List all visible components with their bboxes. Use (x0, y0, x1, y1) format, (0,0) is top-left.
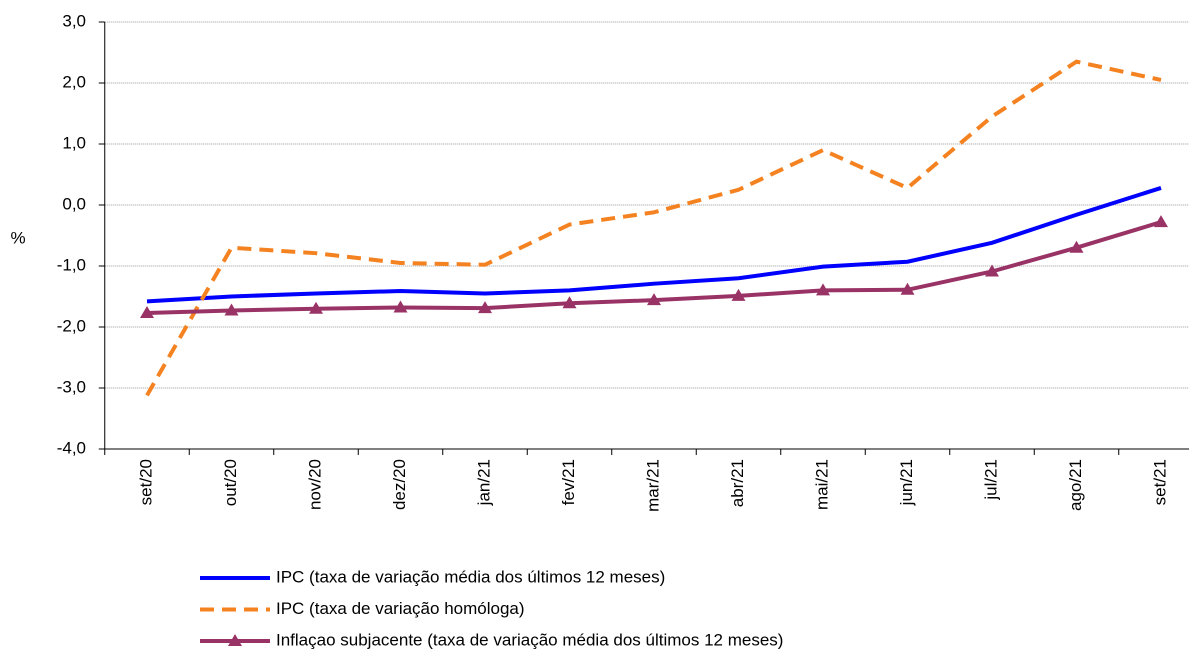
x-tick-label: jan/21 (474, 459, 493, 506)
x-tick-label: mar/21 (643, 459, 662, 512)
x-tick-label: jun/21 (897, 459, 916, 506)
y-tick-label: -2,0 (57, 316, 86, 335)
marker (985, 264, 999, 277)
x-tick-label: fev/21 (559, 459, 578, 505)
y-axis-label: % (10, 228, 25, 247)
y-tick-label: -1,0 (57, 255, 86, 274)
y-tick-label: 2,0 (62, 72, 86, 91)
marker (393, 300, 408, 313)
legend-label: IPC (taxa de variação média dos últimos … (276, 567, 665, 586)
x-tick-label: set/21 (1150, 459, 1169, 505)
y-tick-label: 0,0 (62, 194, 86, 213)
x-tick-label: set/20 (136, 459, 155, 505)
marker (562, 296, 577, 309)
y-tick-label: -3,0 (57, 377, 86, 396)
x-tick-label: abr/21 (728, 459, 747, 507)
marker (140, 305, 154, 318)
series-line (145, 59, 1162, 397)
x-tick-label: out/20 (221, 459, 240, 506)
y-tick-label: 3,0 (62, 11, 86, 30)
marker (816, 283, 830, 296)
x-tick-label: mai/21 (812, 459, 831, 510)
x-tick-label: nov/20 (305, 459, 324, 510)
legend-label: IPC (taxa de variação homóloga) (276, 599, 525, 618)
x-tick-label: jul/21 (981, 459, 1000, 501)
x-tick-label: ago/21 (1066, 459, 1085, 511)
y-tick-label: -4,0 (57, 438, 86, 457)
series-line (146, 186, 1162, 304)
marker (731, 288, 746, 301)
marker (900, 282, 915, 295)
marker (309, 301, 323, 314)
y-tick-label: 1,0 (62, 133, 86, 152)
legend-marker (228, 634, 242, 646)
marker (647, 293, 661, 306)
marker (1154, 215, 1168, 228)
marker (224, 303, 239, 316)
marker (1069, 240, 1084, 253)
x-tick-label: dez/20 (390, 459, 409, 510)
legend-label: Inflaçao subjacente (taxa de variação mé… (276, 630, 783, 649)
marker (478, 301, 492, 314)
